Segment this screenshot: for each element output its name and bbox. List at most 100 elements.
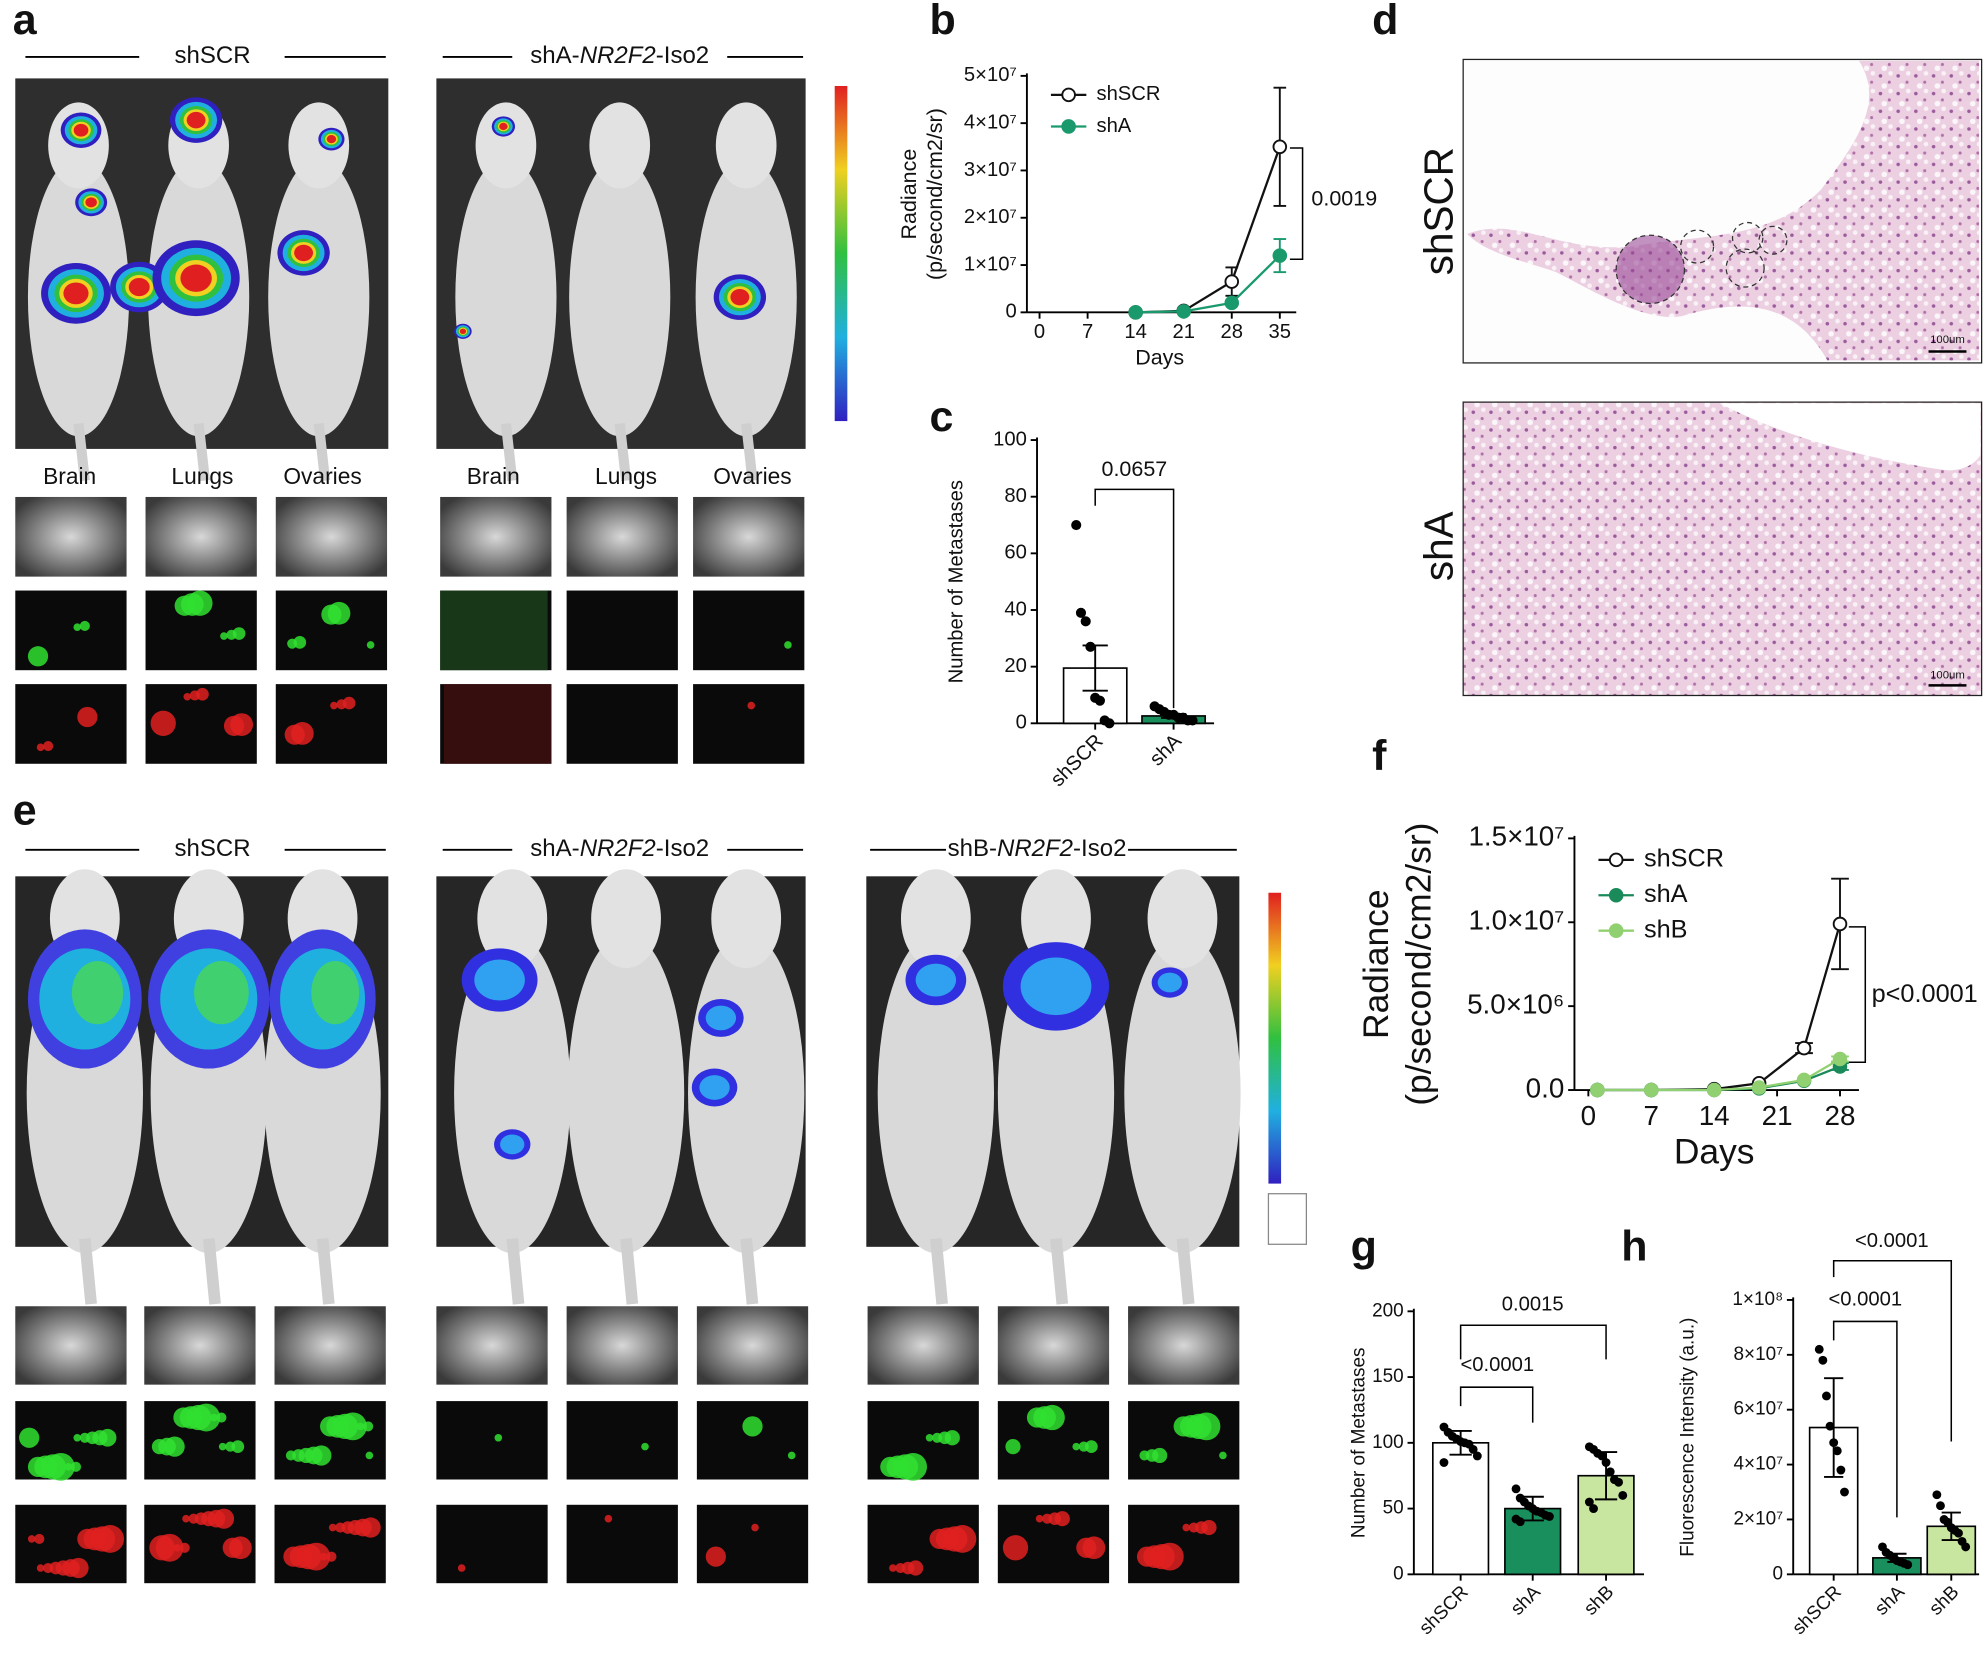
p-value: 0.0015 bbox=[1502, 1293, 1564, 1315]
fluorescence bbox=[330, 701, 338, 710]
p-value: <0.0001 bbox=[1460, 1354, 1534, 1376]
significance-bracket bbox=[1459, 1386, 1534, 1423]
p-value: 0.0657 bbox=[1102, 457, 1168, 481]
y-tick-label: 5.0×10⁶ bbox=[1467, 988, 1564, 1019]
signal bbox=[915, 963, 957, 997]
fluorescence bbox=[232, 627, 246, 640]
x-tick-label: 21 bbox=[1762, 1100, 1793, 1131]
group-label: shSCR bbox=[175, 835, 251, 862]
organ-image bbox=[436, 1504, 548, 1584]
background bbox=[1719, 403, 1981, 471]
organ-image bbox=[693, 590, 805, 671]
data-point bbox=[1643, 1082, 1659, 1098]
data-point bbox=[1614, 1477, 1624, 1487]
metastasis-outline bbox=[1758, 225, 1788, 255]
organ-image bbox=[693, 684, 805, 764]
organ-image bbox=[440, 496, 552, 577]
fluorescence bbox=[366, 641, 375, 649]
organ-image bbox=[566, 590, 678, 671]
color-scale bbox=[1268, 892, 1282, 1184]
color-scale bbox=[1267, 1193, 1307, 1245]
x-tick-label: 14 bbox=[1699, 1100, 1730, 1131]
y-axis-title: (p/second/cm2/sr) bbox=[923, 108, 947, 280]
fluorescence bbox=[27, 1535, 36, 1543]
data-point bbox=[1836, 1465, 1846, 1475]
fluorescence bbox=[889, 1564, 897, 1572]
data-point bbox=[1128, 305, 1143, 320]
fluorescence bbox=[27, 646, 49, 667]
fluorescence bbox=[187, 590, 213, 616]
p-value: 0.0019 bbox=[1311, 186, 1377, 210]
fluorescence bbox=[150, 710, 176, 736]
fluorescence bbox=[784, 641, 792, 649]
data-point bbox=[1825, 1421, 1835, 1431]
significance-bracket bbox=[1832, 1320, 1898, 1518]
fluorescence bbox=[179, 1542, 190, 1553]
organ-image bbox=[696, 1306, 809, 1385]
fluorescence bbox=[1085, 1440, 1098, 1453]
fluorescence bbox=[293, 636, 307, 649]
data-point bbox=[1822, 1391, 1831, 1401]
fluorescence bbox=[1201, 1519, 1217, 1536]
data-point bbox=[1272, 248, 1288, 263]
organ-image bbox=[867, 1306, 979, 1385]
mouse bbox=[316, 1238, 335, 1305]
fluorescence bbox=[1182, 1523, 1191, 1532]
data-point bbox=[1468, 1444, 1478, 1454]
data-point bbox=[1080, 616, 1091, 627]
organ-image bbox=[274, 1504, 386, 1584]
y-tick-label: 0 bbox=[1006, 301, 1017, 323]
panel-label: g bbox=[1351, 1223, 1377, 1271]
x-tick-label: shSCR bbox=[1415, 1582, 1472, 1639]
y-tick-label: 80 bbox=[1004, 485, 1027, 507]
fluorescence bbox=[948, 1525, 977, 1553]
organ-image bbox=[145, 496, 257, 577]
data-point bbox=[1618, 1491, 1628, 1500]
fluorescence bbox=[339, 1412, 367, 1441]
x-axis-title: Days bbox=[1135, 346, 1184, 370]
fluorescence bbox=[908, 1560, 924, 1576]
color-scale bbox=[834, 85, 848, 422]
mouse bbox=[569, 158, 671, 437]
organ-label: Ovaries bbox=[283, 463, 361, 489]
fluorescence bbox=[218, 1442, 227, 1451]
group-label-part: -Iso2 bbox=[656, 42, 709, 69]
x-tick-label: shSCR bbox=[1047, 730, 1108, 791]
fluorescence bbox=[73, 623, 82, 631]
signal bbox=[85, 197, 97, 208]
organ-label: Lungs bbox=[595, 463, 657, 489]
metastasis-outline bbox=[1731, 221, 1764, 254]
x-tick-label: 7 bbox=[1082, 321, 1093, 343]
x-tick-label: 0 bbox=[1581, 1100, 1596, 1131]
fluorescence bbox=[925, 1433, 934, 1442]
mouse bbox=[1147, 869, 1218, 969]
data-point bbox=[1796, 1040, 1812, 1056]
data-point bbox=[1751, 1080, 1767, 1095]
y-tick-label: 2×10⁷ bbox=[1734, 1508, 1784, 1529]
group-label-part: NR2F2 bbox=[997, 835, 1073, 862]
signal bbox=[699, 1075, 730, 1100]
x-tick-label: 14 bbox=[1124, 321, 1147, 343]
mouse bbox=[614, 423, 632, 482]
fluorescence bbox=[68, 1557, 89, 1579]
y-tick-label: 1.0×10⁷ bbox=[1468, 905, 1564, 936]
organ-image bbox=[693, 496, 805, 577]
y-axis-title: Radiance bbox=[1356, 889, 1396, 1039]
fluorescence bbox=[290, 722, 314, 745]
organ-image bbox=[436, 1306, 548, 1385]
x-tick-label: 28 bbox=[1221, 321, 1243, 343]
legend-marker bbox=[1061, 87, 1076, 103]
group-label-part: shSCR bbox=[175, 42, 251, 69]
mouse bbox=[1176, 1238, 1195, 1305]
data-point bbox=[1515, 1517, 1525, 1527]
fluorescence bbox=[46, 1452, 75, 1481]
group-label-part: -Iso2 bbox=[1073, 835, 1126, 862]
mouse bbox=[740, 1238, 759, 1305]
fluorescence bbox=[604, 1514, 613, 1523]
mouse bbox=[1021, 869, 1091, 969]
mouse bbox=[1050, 1238, 1069, 1305]
fluorescence bbox=[98, 1428, 117, 1447]
fluorescence bbox=[228, 1536, 252, 1560]
data-point bbox=[1961, 1542, 1971, 1552]
organ-image bbox=[443, 684, 552, 764]
